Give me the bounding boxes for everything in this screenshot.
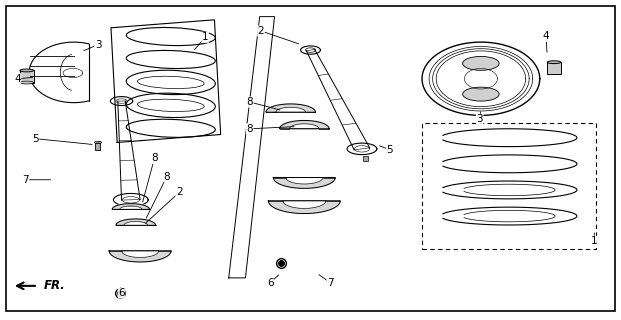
Bar [363,156,368,161]
Polygon shape [266,104,315,112]
Text: 4: 4 [543,31,549,41]
Text: 4: 4 [14,74,20,84]
Polygon shape [268,201,340,213]
Text: 8: 8 [151,153,158,164]
Ellipse shape [547,61,561,64]
Text: 7: 7 [327,278,333,288]
Text: 2: 2 [176,188,183,197]
Text: 6: 6 [118,288,125,298]
Polygon shape [116,219,156,225]
Ellipse shape [463,87,499,101]
Text: 1: 1 [202,32,209,42]
Ellipse shape [94,141,102,144]
Text: 3: 3 [476,114,483,124]
Ellipse shape [463,56,499,70]
Text: 1: 1 [591,236,597,246]
Text: 5: 5 [386,145,393,155]
Polygon shape [279,121,329,129]
Polygon shape [112,204,150,209]
Text: 8: 8 [247,124,253,134]
Polygon shape [109,251,171,262]
Bar [96,143,101,150]
Text: 7: 7 [22,175,29,185]
Bar [547,62,561,74]
Text: 3: 3 [94,40,101,50]
Text: FR.: FR. [44,279,66,292]
Ellipse shape [20,81,34,84]
Text: 8: 8 [247,97,253,107]
Text: 2: 2 [258,26,265,36]
Bar [20,70,34,83]
Text: 6: 6 [267,278,273,288]
Polygon shape [273,178,335,188]
Text: 5: 5 [32,134,39,144]
Text: 8: 8 [163,172,170,181]
Ellipse shape [20,69,34,72]
